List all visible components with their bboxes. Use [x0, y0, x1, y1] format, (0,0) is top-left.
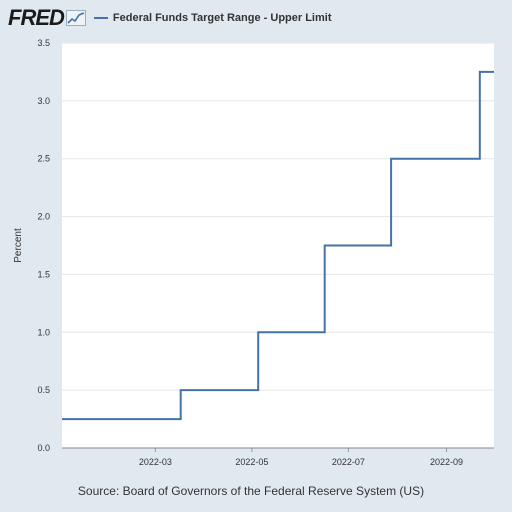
x-tick-label: 2022-07: [332, 457, 365, 467]
y-tick-label: 3.5: [37, 38, 50, 48]
y-tick-label: 0.0: [37, 443, 50, 453]
y-tick-label: 1.5: [37, 269, 50, 279]
chart-legend: Federal Funds Target Range - Upper Limit: [93, 12, 332, 24]
y-tick-label: 1.0: [37, 327, 50, 337]
source-note: Source: Board of Governors of the Federa…: [77, 484, 425, 498]
legend-swatch: [93, 17, 108, 19]
x-tick-label: 2022-05: [235, 457, 268, 467]
y-tick-label: 2.0: [37, 212, 50, 222]
x-tick-label: 2022-03: [139, 457, 172, 467]
chart-header: FRED Federal Funds Target Range - Upper …: [8, 4, 332, 32]
fred-logo[interactable]: FRED: [8, 5, 86, 31]
legend-label: Federal Funds Target Range - Upper Limit: [112, 12, 332, 24]
y-tick-label: 2.5: [37, 154, 50, 164]
trend-chart-icon: [65, 10, 86, 26]
y-tick-label: 3.0: [37, 96, 50, 106]
fred-logo-text: FRED: [8, 5, 65, 30]
plot-background: [62, 43, 494, 448]
y-axis-label: Percent: [13, 228, 24, 263]
y-tick-label: 0.5: [37, 385, 50, 395]
series-line[interactable]: [62, 70, 494, 421]
x-tick-label: 2022-09: [430, 457, 463, 467]
